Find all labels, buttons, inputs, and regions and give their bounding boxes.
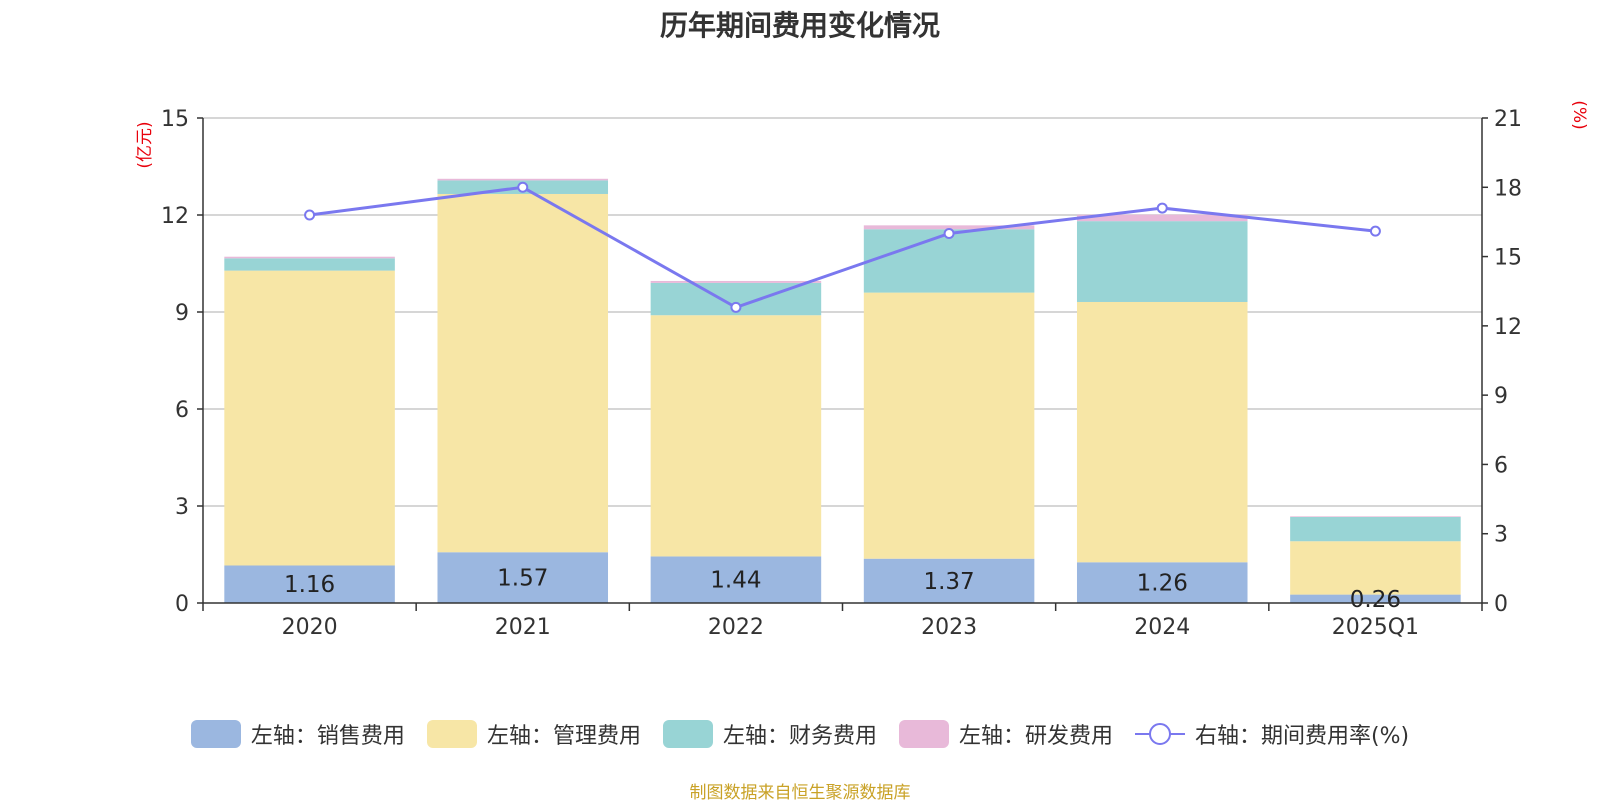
x-axis-tick-label: 2020 (282, 615, 338, 640)
rate-line-group (304, 181, 1381, 313)
legend-swatch (662, 720, 713, 748)
left-axis-tick-label: 15 (161, 107, 189, 132)
left-axis-tick-label: 6 (175, 398, 189, 423)
legend-item-sales[interactable]: 左轴：销售费用 (190, 718, 405, 750)
legend-swatch (190, 720, 241, 748)
data-label: 1.37 (923, 569, 974, 595)
legend-swatch (898, 720, 949, 748)
bar-finance (863, 229, 1035, 293)
right-axis-tick-label: 9 (1494, 384, 1508, 409)
right-axis-tick-label: 12 (1494, 315, 1522, 340)
x-axis-tick-label: 2024 (1134, 615, 1190, 640)
left-axis-tick-label: 12 (161, 204, 189, 229)
right-axis-tick-label: 3 (1494, 523, 1508, 548)
rate-point (304, 209, 316, 221)
bar-sales (1290, 594, 1461, 603)
bar-finance (1076, 221, 1248, 302)
legend-swatch (426, 720, 477, 748)
legend-item-admin[interactable]: 左轴：管理费用 (426, 718, 641, 750)
bar-group (224, 178, 1461, 603)
rate-line (309, 185, 1376, 310)
left-axis-tick-label: 9 (175, 301, 189, 326)
legend-label: 左轴：财务费用 (722, 724, 877, 749)
data-label: 1.44 (710, 568, 761, 594)
left-axis-unit: (亿元) (135, 121, 155, 168)
right-axis-tick-label: 0 (1494, 592, 1508, 617)
right-axis-tick-label: 18 (1494, 176, 1522, 201)
x-axis-tick-label: 2025Q1 (1332, 615, 1419, 640)
legend-item-rate[interactable]: 右轴：期间费用率(%) (1134, 718, 1410, 750)
right-axis-unit: (%) (1569, 100, 1589, 129)
rate-point (1369, 225, 1381, 237)
data-label: 0.26 (1350, 587, 1401, 613)
bar-rnd (224, 256, 395, 259)
bar-sales (863, 558, 1035, 603)
bar-admin (863, 292, 1035, 559)
right-axis-tick-label: 21 (1494, 107, 1522, 132)
x-axis-tick-label: 2022 (708, 615, 764, 640)
source-note: 制图数据来自恒生聚源数据库 (689, 783, 911, 803)
bar-rnd (437, 178, 609, 181)
legend-label: 左轴：研发费用 (958, 724, 1113, 749)
legend-item-rnd[interactable]: 左轴：研发费用 (898, 718, 1113, 750)
legend-label: 左轴：管理费用 (486, 724, 641, 749)
rate-point (943, 227, 955, 239)
bar-rnd (1290, 516, 1461, 517)
bar-finance (224, 258, 395, 271)
left-axis-tick-label: 3 (175, 495, 189, 520)
bar-rnd (650, 280, 822, 283)
x-axis-tick-label: 2021 (495, 615, 551, 640)
legend-item-finance[interactable]: 左轴：财务费用 (662, 718, 877, 750)
bar-sales (437, 552, 609, 603)
data-label: 1.26 (1137, 571, 1188, 597)
legend-line-marker (1134, 723, 1185, 745)
bar-admin (224, 270, 395, 566)
bar-sales (650, 556, 822, 603)
bar-rnd (1076, 214, 1248, 222)
grid-lines (203, 117, 1482, 507)
data-label: 1.57 (497, 566, 548, 592)
data-label: 1.16 (284, 572, 335, 598)
bar-finance (1290, 516, 1461, 542)
legend: 左轴：销售费用 左轴：管理费用 左轴：财务费用 左轴：研发费用 右轴：期间费用率(%) (0, 718, 1600, 750)
rate-point (1156, 202, 1168, 214)
rate-point (730, 301, 742, 313)
bar-sales (1076, 562, 1248, 603)
axes-group: 0 3 6 9 12 15 0 3 6 9 12 15 18 21 2020 2021 2022 2023 2024… (135, 100, 1589, 640)
chart-title: 历年期间费用变化情况 (659, 9, 940, 42)
bar-rnd (863, 225, 1035, 230)
bar-admin (437, 193, 609, 553)
rate-point (517, 181, 529, 193)
legend-label: 右轴：期间费用率(%) (1194, 724, 1410, 749)
bar-admin (1076, 301, 1248, 563)
legend-label: 左轴：销售费用 (250, 724, 405, 749)
bar-admin (650, 315, 822, 557)
x-axis-tick-label: 2023 (921, 615, 977, 640)
bar-sales (224, 565, 395, 603)
bar-admin (1290, 541, 1461, 595)
data-label-group: 1.16 1.57 1.44 1.37 1.26 0.26 (284, 566, 1401, 613)
right-axis-tick-label: 15 (1494, 246, 1522, 271)
right-axis-tick-label: 6 (1494, 453, 1508, 478)
left-axis-tick-label: 0 (175, 592, 189, 617)
